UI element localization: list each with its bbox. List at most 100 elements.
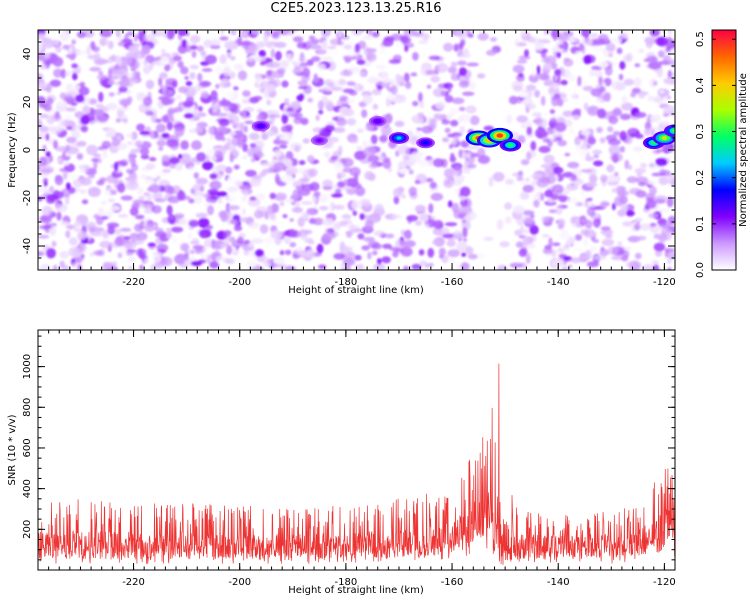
heatmap-cell (239, 217, 252, 223)
heatmap-cell (254, 249, 264, 257)
snr-x-tick-label: -120 (653, 577, 676, 588)
heatmap-cell (403, 265, 410, 270)
heatmap-cell (614, 171, 619, 177)
heatmap-cell (169, 157, 181, 165)
heatmap-cell (80, 217, 88, 228)
heatmap-cell (144, 223, 155, 232)
heatmap-cell (312, 127, 324, 133)
heatmap-cell (159, 256, 173, 267)
heatmap-cell (586, 261, 600, 268)
heatmap-cell (177, 30, 188, 37)
heatmap-cell (582, 190, 590, 198)
heatmap-cell (279, 144, 288, 149)
heatmap-cell (197, 112, 207, 117)
heatmap-cell (516, 115, 528, 123)
heatmap-cell (540, 95, 546, 106)
heatmap-cell (159, 72, 168, 80)
heatmap-cell (455, 174, 465, 183)
heatmap-cell (343, 69, 353, 77)
heatmap-cell (519, 191, 530, 200)
heatmap-cell (374, 203, 385, 213)
heatmap-cell (363, 34, 375, 40)
heatmap-cell (582, 85, 594, 92)
heatmap-cell (580, 169, 594, 173)
heatmap-cell (599, 200, 610, 208)
heatmap-cell (649, 114, 662, 123)
heatmap-cell (296, 246, 304, 256)
heatmap-cell (467, 145, 480, 150)
heatmap-cell (458, 106, 466, 112)
heatmap-cell (454, 30, 468, 38)
heatmap-cell (233, 86, 239, 91)
heatmap-cell (208, 126, 215, 135)
heatmap-cell (218, 99, 232, 107)
heatmap-cell (77, 231, 87, 240)
heatmap-cell (644, 36, 657, 45)
heatmap-cell (229, 219, 238, 225)
heatmap-cell (292, 61, 299, 66)
heatmap-cell (447, 200, 453, 208)
heatmap-cell (62, 44, 70, 50)
heatmap-cell (156, 175, 161, 181)
heatmap-cell (65, 224, 77, 229)
heatmap-cell (167, 214, 176, 225)
heatmap-cell (88, 98, 98, 105)
heatmap-cell (644, 128, 651, 136)
heatmap-cell (403, 72, 410, 83)
heatmap-cell (584, 249, 592, 261)
heatmap-cell (80, 125, 89, 133)
heatmap-cell (564, 68, 572, 79)
heatmap-cell (428, 263, 434, 267)
heatmap-cell (435, 101, 446, 110)
heatmap-hotspot (507, 143, 514, 147)
heatmap-cell (543, 112, 549, 117)
heatmap-cell (43, 181, 48, 187)
heatmap-cell (286, 30, 295, 36)
heatmap-cell (45, 133, 50, 141)
heatmap-cell (665, 47, 671, 53)
heatmap-cell (583, 238, 589, 247)
heatmap-cell (145, 79, 155, 90)
heatmap-cell (531, 70, 536, 77)
heatmap-cell (100, 200, 107, 205)
heatmap-cell (529, 214, 535, 219)
heatmap-cell (653, 81, 658, 86)
heatmap-cell (66, 126, 73, 130)
heatmap-cell (453, 171, 459, 177)
heatmap-cell (138, 195, 146, 200)
heatmap-cell (530, 140, 537, 151)
heatmap-cell (459, 126, 466, 134)
heatmap-cell (583, 55, 592, 65)
heatmap-cell (56, 100, 68, 106)
heatmap-cell (531, 180, 538, 186)
colorbar-tick-label: 0.1 (695, 216, 706, 232)
heatmap-cell (410, 72, 418, 77)
heatmap-cell (612, 107, 622, 116)
heatmap-cell (557, 139, 567, 147)
heatmap-cell (653, 242, 666, 252)
snr-y-tick-label: 400 (22, 479, 33, 498)
heatmap-y-axis-title: Frequency (Hz) (7, 112, 18, 188)
heatmap-cell (49, 155, 54, 163)
heatmap-cell (372, 250, 378, 256)
heatmap-cell (459, 53, 472, 58)
heatmap-cell (454, 135, 459, 142)
heatmap-cell (468, 33, 474, 38)
heatmap-cell (148, 184, 161, 193)
heatmap-cell (190, 44, 198, 50)
colorbar-tick-label: 0.3 (695, 124, 706, 140)
heatmap-cell (99, 240, 112, 249)
heatmap-cell (549, 109, 556, 114)
heatmap-cell (619, 146, 626, 153)
heatmap-cell (428, 55, 441, 61)
heatmap-cell (273, 149, 281, 159)
heatmap-cell (336, 117, 347, 127)
heatmap-cell (172, 55, 182, 62)
heatmap-cell (117, 252, 123, 259)
heatmap-cell (551, 184, 564, 194)
heatmap-cell (451, 97, 465, 105)
heatmap-cell (618, 73, 624, 81)
heatmap-cell (189, 85, 201, 93)
heatmap-cell (425, 69, 438, 75)
heatmap-cell (265, 130, 276, 137)
